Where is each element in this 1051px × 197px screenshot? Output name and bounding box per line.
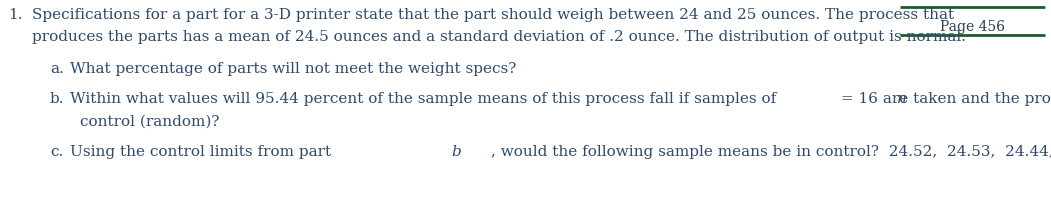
Text: , would the following sample means be in control?  24.52,  24.53,  24.44,  24.51: , would the following sample means be in… bbox=[491, 145, 1051, 159]
Text: Within what values will 95.44 percent of the sample means of this process fall i: Within what values will 95.44 percent of… bbox=[70, 92, 781, 106]
Text: c.: c. bbox=[50, 145, 63, 159]
Text: 1.: 1. bbox=[8, 8, 22, 22]
Text: control (random)?: control (random)? bbox=[80, 115, 220, 129]
Text: Page 456: Page 456 bbox=[940, 20, 1005, 34]
Text: What percentage of parts will not meet the weight specs?: What percentage of parts will not meet t… bbox=[70, 62, 516, 76]
Text: b.: b. bbox=[50, 92, 64, 106]
Text: Specifications for a part for a 3-D printer state that the part should weigh bet: Specifications for a part for a 3-D prin… bbox=[32, 8, 954, 22]
Text: a.: a. bbox=[50, 62, 64, 76]
Text: b: b bbox=[452, 145, 461, 159]
Text: produces the parts has a mean of 24.5 ounces and a standard deviation of .2 ounc: produces the parts has a mean of 24.5 ou… bbox=[32, 30, 966, 44]
Text: = 16 are taken and the process is in: = 16 are taken and the process is in bbox=[837, 92, 1051, 106]
Text: n: n bbox=[897, 92, 907, 106]
Text: Using the control limits from part: Using the control limits from part bbox=[70, 145, 336, 159]
